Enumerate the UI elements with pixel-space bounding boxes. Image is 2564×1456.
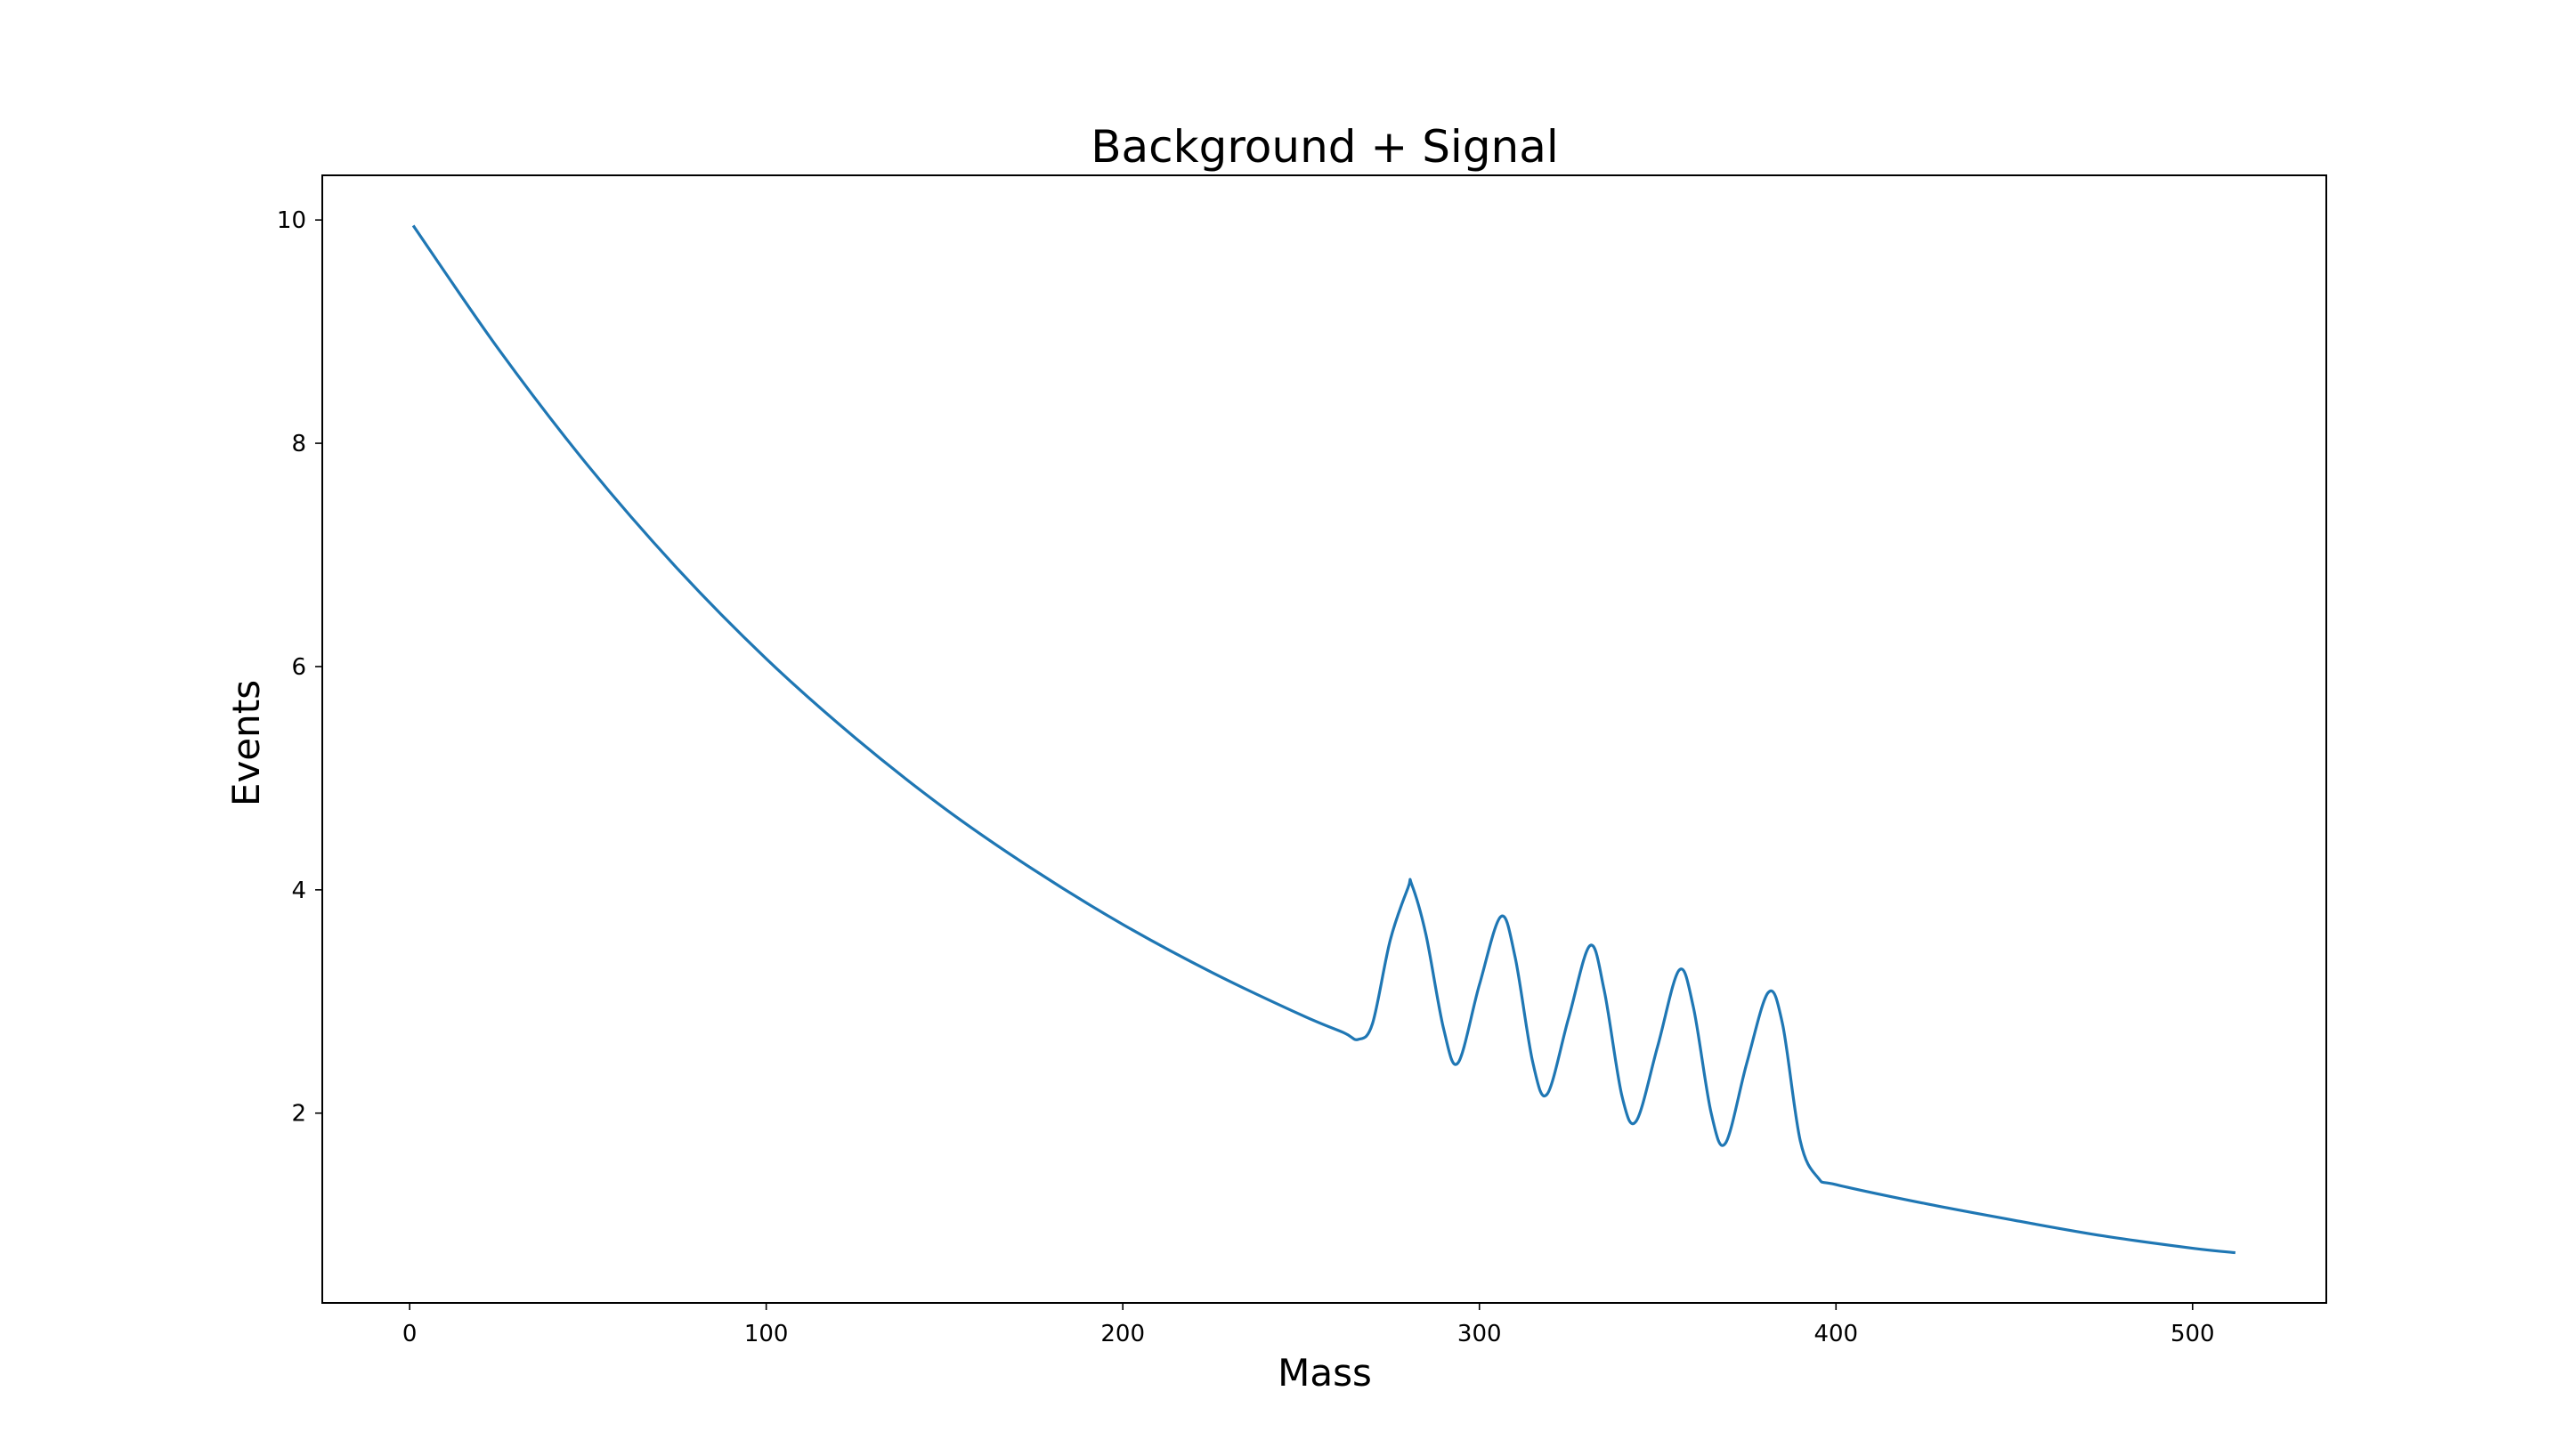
x-tick-label-500: 500 [2170, 1321, 2215, 1347]
x-tick-label-400: 400 [1813, 1321, 1858, 1347]
y-tick-label-2: 2 [291, 1101, 306, 1128]
x-tick-label-200: 200 [1100, 1321, 1145, 1347]
x-tick-label-100: 100 [744, 1321, 789, 1347]
x-axis-label: Mass [1278, 1351, 1372, 1395]
series-line-0 [411, 224, 2236, 1255]
y-tick-label-10: 10 [277, 207, 306, 234]
x-tick-label-300: 300 [1457, 1321, 1502, 1347]
y-tick-label-6: 6 [291, 654, 306, 681]
y-tick-label-4: 4 [291, 878, 306, 904]
y-tick-label-8: 8 [291, 431, 306, 457]
plot-area: 0 100 200 300 400 500 2 4 6 8 10 [277, 174, 2327, 1347]
y-axis-label: Events [224, 680, 268, 806]
x-tick-label-0: 0 [402, 1321, 418, 1347]
chart-title: Background + Signal [1091, 121, 1559, 173]
axes-frame [321, 174, 2327, 1304]
